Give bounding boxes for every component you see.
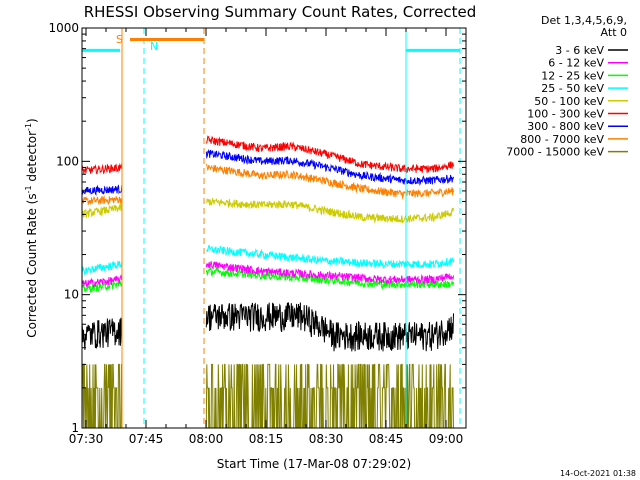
chart-title: RHESSI Observing Summary Count Rates, Co… — [84, 3, 477, 21]
y-axis-label-mid: detector — [25, 131, 39, 186]
annotation-label: N — [150, 40, 158, 53]
legend-label: 6 - 12 keV — [548, 57, 604, 70]
legend-label: 3 - 6 keV — [555, 44, 604, 57]
legend-header-1: Det 1,3,4,5,6,9, — [541, 14, 627, 27]
legend-header-2: Att 0 — [601, 26, 627, 39]
series-line — [81, 163, 454, 206]
series-line — [81, 363, 454, 429]
series-line — [81, 135, 454, 175]
series-line — [81, 261, 454, 288]
y-axis: 1 10 100 1000 — [48, 21, 466, 435]
x-tick-label: 08:15 — [249, 432, 284, 446]
legend-label: 300 - 800 keV — [527, 120, 604, 133]
series-line — [81, 245, 454, 275]
y-axis-label-end: ) — [25, 118, 39, 123]
x-tick-label: 08:30 — [309, 432, 344, 446]
y-axis-label-sup1: -1 — [24, 185, 33, 193]
x-tick-label: 09:00 — [429, 432, 464, 446]
y-tick-label: 1000 — [48, 21, 79, 35]
y-tick-label: 10 — [64, 288, 79, 302]
footer-timestamp: 14-Oct-2021 01:38 — [560, 469, 636, 478]
legend-label: 7000 - 15000 keV — [506, 146, 604, 159]
legend-label: 25 - 50 keV — [541, 82, 604, 95]
series-line — [81, 149, 454, 197]
y-axis-label-sup2: -1 — [24, 123, 33, 131]
x-tick-label: 08:00 — [189, 432, 224, 446]
x-tick-label: 07:30 — [69, 432, 104, 446]
series-line — [81, 302, 454, 352]
y-axis-label: Corrected Count Rate (s-1 detector-1) — [24, 118, 39, 337]
legend-label: 12 - 25 keV — [541, 69, 604, 82]
x-tick-label: 08:45 — [369, 432, 404, 446]
series-line — [81, 198, 454, 224]
series-line — [81, 266, 454, 293]
y-axis-label-main: Corrected Count Rate (s — [25, 193, 39, 337]
y-tick-label: 1 — [71, 421, 79, 435]
x-axis: 07:30 07:45 08:00 08:15 08:30 08:45 09:00 — [69, 28, 464, 446]
legend-label: 800 - 7000 keV — [520, 133, 604, 146]
plot-frame — [81, 27, 467, 429]
annotation-label: S — [116, 33, 123, 46]
legend-label: 100 - 300 keV — [527, 108, 604, 121]
plot-area: SN — [81, 28, 461, 429]
x-tick-label: 07:45 — [129, 432, 164, 446]
y-tick-label: 100 — [56, 154, 79, 168]
x-axis-label: Start Time (17-Mar-08 07:29:02) — [217, 457, 411, 471]
legend-label: 50 - 100 keV — [534, 95, 604, 108]
